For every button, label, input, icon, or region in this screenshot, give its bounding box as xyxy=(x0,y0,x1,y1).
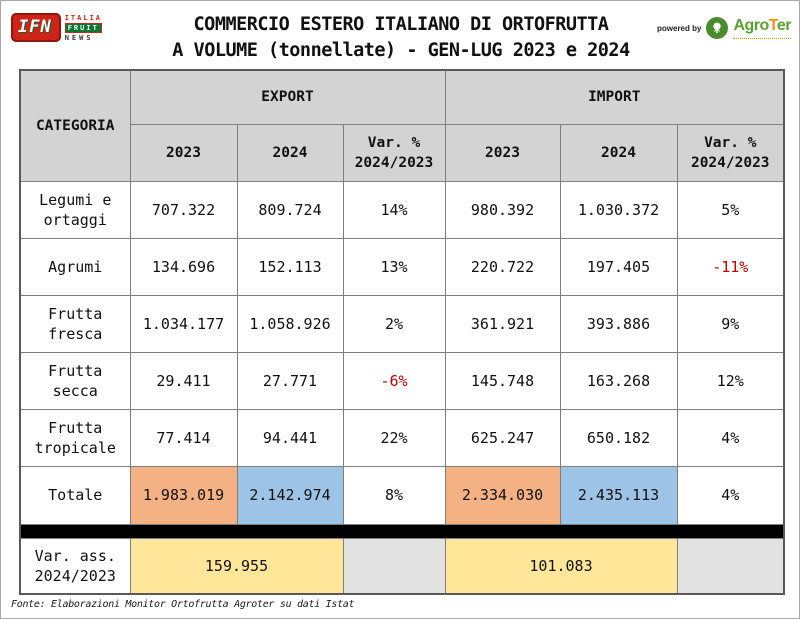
value-cell: 625.247 xyxy=(444,408,561,467)
value-cell: 163.268 xyxy=(559,351,678,410)
header-import-2024: 2024 xyxy=(559,123,678,182)
header-export-2024: 2024 xyxy=(236,123,344,182)
value-cell: 707.322 xyxy=(129,180,238,239)
header-import-var: Var. % 2024/2023 xyxy=(676,123,785,182)
total-export-2023: 1.983.019 xyxy=(129,465,238,525)
header-export-var: Var. % 2024/2023 xyxy=(342,123,446,182)
ifn-news-label: NEWS xyxy=(64,33,94,42)
category-cell: Legumi e ortaggi xyxy=(19,180,131,239)
agroter-brand: AgroTer xyxy=(733,17,792,39)
var-cell: 13% xyxy=(342,237,446,296)
header-import-group: IMPORT xyxy=(444,69,785,125)
category-cell: Frutta tropicale xyxy=(19,408,131,467)
table-row: Frutta tropicale 77.414 94.441 22% 625.2… xyxy=(19,408,785,467)
total-label: Totale xyxy=(19,465,131,525)
value-cell: 980.392 xyxy=(444,180,561,239)
var-cell: -6% xyxy=(342,351,446,410)
value-cell: 27.771 xyxy=(236,351,344,410)
ifn-fruit-label: FRUIT xyxy=(64,22,103,33)
value-cell: 220.722 xyxy=(444,237,561,296)
value-cell: 809.724 xyxy=(236,180,344,239)
total-export-2024: 2.142.974 xyxy=(236,465,344,525)
value-cell: 29.411 xyxy=(129,351,238,410)
header-import-2023: 2023 xyxy=(444,123,561,182)
agroter-tagline-rule xyxy=(733,36,791,39)
total-import-2023: 2.334.030 xyxy=(444,465,561,525)
var-ass-row: Var. ass. 2024/2023 159.955 101.083 xyxy=(19,537,785,595)
var-ass-export-empty xyxy=(342,537,446,595)
var-cell: 14% xyxy=(342,180,446,239)
separator-bar xyxy=(19,523,785,539)
source-note: Fonte: Elaborazioni Monitor Ortofrutta A… xyxy=(11,599,355,610)
var-cell: 9% xyxy=(676,294,785,353)
category-cell: Agrumi xyxy=(19,237,131,296)
total-import-var: 4% xyxy=(676,465,785,525)
total-export-var: 8% xyxy=(342,465,446,525)
category-cell: Frutta secca xyxy=(19,351,131,410)
page-title-line1: COMMERCIO ESTERO ITALIANO DI ORTOFRUTTA xyxy=(193,14,609,35)
ifn-italia-label: ITALIA xyxy=(64,13,103,22)
trade-table: CATEGORIA EXPORT IMPORT 2023 2024 Var. %… xyxy=(19,69,786,595)
agroter-logo: powered by AgroTer xyxy=(657,7,792,39)
table-row: Frutta fresca 1.034.177 1.058.926 2% 361… xyxy=(19,294,785,353)
value-cell: 650.182 xyxy=(559,408,678,467)
value-cell: 1.058.926 xyxy=(236,294,344,353)
value-cell: 77.414 xyxy=(129,408,238,467)
var-cell: 2% xyxy=(342,294,446,353)
total-import-2024: 2.435.113 xyxy=(559,465,678,525)
value-cell: 393.886 xyxy=(559,294,678,353)
ifn-logo: IFN ITALIA FRUIT NEWS xyxy=(11,7,129,42)
value-cell: 1.034.177 xyxy=(129,294,238,353)
var-ass-label: Var. ass. 2024/2023 xyxy=(19,537,131,595)
page-title-line2: A VOLUME (tonnellate) - GEN-LUG 2023 e 2… xyxy=(172,40,630,61)
value-cell: 134.696 xyxy=(129,237,238,296)
header: IFN ITALIA FRUIT NEWS COMMERCIO ESTERO I… xyxy=(1,1,799,67)
value-cell: 197.405 xyxy=(559,237,678,296)
header-export-2023: 2023 xyxy=(129,123,238,182)
ifn-logo-text: ITALIA FRUIT NEWS xyxy=(64,13,103,42)
value-cell: 152.113 xyxy=(236,237,344,296)
ifn-logo-box: IFN xyxy=(11,13,61,42)
var-cell: 12% xyxy=(676,351,785,410)
value-cell: 1.030.372 xyxy=(559,180,678,239)
category-cell: Frutta fresca xyxy=(19,294,131,353)
header-export-group: EXPORT xyxy=(129,69,446,125)
var-ass-import-value: 101.083 xyxy=(444,537,678,595)
var-ass-export-value: 159.955 xyxy=(129,537,344,595)
table-row: Agrumi 134.696 152.113 13% 220.722 197.4… xyxy=(19,237,785,296)
header-categoria: CATEGORIA xyxy=(19,69,131,182)
total-row: Totale 1.983.019 2.142.974 8% 2.334.030 … xyxy=(19,465,785,525)
var-cell: 4% xyxy=(676,408,785,467)
value-cell: 145.748 xyxy=(444,351,561,410)
table-row: Legumi e ortaggi 707.322 809.724 14% 980… xyxy=(19,180,785,239)
value-cell: 361.921 xyxy=(444,294,561,353)
table-row: Frutta secca 29.411 27.771 -6% 145.748 1… xyxy=(19,351,785,410)
var-cell: -11% xyxy=(676,237,785,296)
var-cell: 22% xyxy=(342,408,446,467)
page-title: COMMERCIO ESTERO ITALIANO DI ORTOFRUTTA … xyxy=(129,7,673,64)
var-cell: 5% xyxy=(676,180,785,239)
powered-by-label: powered by xyxy=(657,23,702,33)
tree-icon xyxy=(706,17,729,39)
var-ass-import-empty xyxy=(676,537,785,595)
value-cell: 94.441 xyxy=(236,408,344,467)
